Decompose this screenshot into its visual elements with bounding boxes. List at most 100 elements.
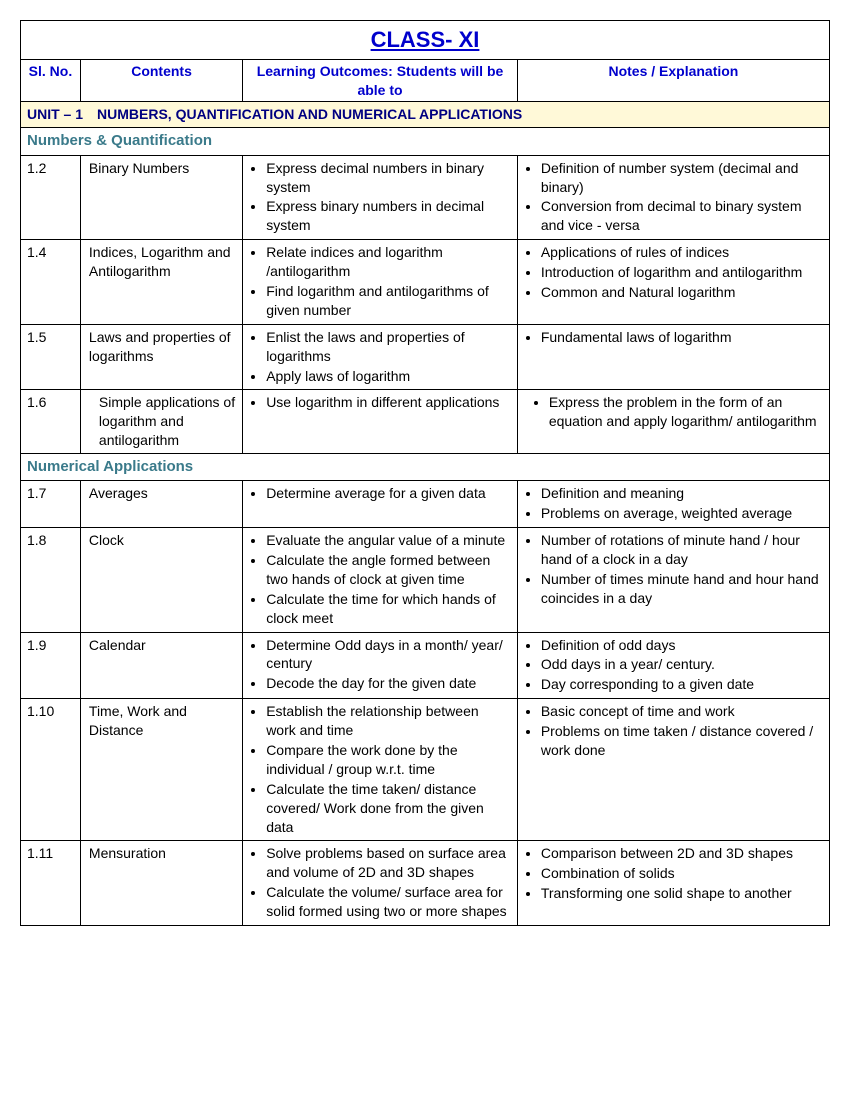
table-row: 1.6Simple applications of logarithm and … [21,390,830,454]
cell-contents: Time, Work and Distance [80,699,242,841]
cell-notes: Applications of rules of indicesIntroduc… [517,240,829,325]
cell-contents: Clock [80,528,242,632]
cell-contents: Mensuration [80,841,242,926]
cell-outcomes: Evaluate the angular value of a minuteCa… [243,528,518,632]
list-item: Apply laws of logarithm [266,367,512,386]
table-row: 1.10Time, Work and DistanceEstablish the… [21,699,830,841]
list-item: Enlist the laws and properties of logari… [266,328,512,366]
list-item: Common and Natural logarithm [541,283,824,302]
list-item: Conversion from decimal to binary system… [541,197,824,235]
table-row: 1.4Indices, Logarithm and Antilogarithm R… [21,240,830,325]
list-item: Relate indices and logarithm /antilogari… [266,243,512,281]
cell-contents: Binary Numbers [80,155,242,240]
header-notes: Notes / Explanation [517,59,829,102]
cell-outcomes: Solve problems based on surface area and… [243,841,518,926]
cell-contents: Averages [80,481,242,528]
bullet-list: Fundamental laws of logarithm [523,328,824,347]
cell-notes: Express the problem in the form of an eq… [517,390,829,454]
section-label: Numbers & Quantification [21,128,830,155]
bullet-list: Comparison between 2D and 3D shapesCombi… [523,844,824,903]
cell-notes: Definition and meaningProblems on averag… [517,481,829,528]
cell-outcomes: Express decimal numbers in binary system… [243,155,518,240]
section-row: Numerical Applications [21,454,830,481]
cell-outcomes: Determine average for a given data [243,481,518,528]
list-item: Solve problems based on surface area and… [266,844,512,882]
cell-sl: 1.4 [21,240,81,325]
list-item: Use logarithm in different applications [266,393,512,412]
bullet-list: Basic concept of time and workProblems o… [523,702,824,760]
cell-sl: 1.5 [21,324,81,390]
list-item: Problems on time taken / distance covere… [541,722,824,760]
unit-row: UNIT – 1 NUMBERS, QUANTIFICATION AND NUM… [21,102,830,128]
section-row: Numbers & Quantification [21,128,830,155]
table-row: 1.5Laws and properties of logarithmsEnli… [21,324,830,390]
bullet-list: Definition of number system (decimal and… [523,159,824,236]
bullet-list: Relate indices and logarithm /antilogari… [248,243,512,320]
table-row: 1.11Mensuration Solve problems based on s… [21,841,830,926]
cell-sl: 1.11 [21,841,81,926]
list-item: Comparison between 2D and 3D shapes [541,844,824,863]
cell-outcomes: Relate indices and logarithm /antilogari… [243,240,518,325]
cell-notes: Definition of odd daysOdd days in a year… [517,632,829,699]
cell-sl: 1.9 [21,632,81,699]
table-row: 1.2Binary NumbersExpress decimal numbers… [21,155,830,240]
table-row: 1.9Calendar Determine Odd days in a month… [21,632,830,699]
cell-sl: 1.7 [21,481,81,528]
header-sl: Sl. No. [21,59,81,102]
bullet-list: Use logarithm in different applications [248,393,512,412]
bullet-list: Evaluate the angular value of a minuteCa… [248,531,512,627]
list-item: Calculate the time taken/ distance cover… [266,780,512,837]
list-item: Fundamental laws of logarithm [541,328,824,347]
cell-sl: 1.10 [21,699,81,841]
list-item: Number of rotations of minute hand / hou… [541,531,824,569]
list-item: Determine average for a given data [266,484,512,503]
list-item: Applications of rules of indices [541,243,824,262]
list-item: Odd days in a year/ century. [541,655,824,674]
cell-contents: Simple applications of logarithm and ant… [80,390,242,454]
list-item: Calculate the angle formed between two h… [266,551,512,589]
syllabus-table: CLASS- XISl. No.ContentsLearning Outcome… [20,20,830,926]
bullet-list: Applications of rules of indicesIntroduc… [523,243,824,302]
bullet-list: Number of rotations of minute hand / hou… [523,531,824,608]
list-item: Combination of solids [541,864,824,883]
list-item: Express binary numbers in decimal system [266,197,512,235]
list-item: Definition and meaning [541,484,824,503]
list-item: Transforming one solid shape to another [541,884,824,903]
bullet-list: Establish the relationship between work … [248,702,512,836]
list-item: Introduction of logarithm and antilogari… [541,263,824,282]
bullet-list: Definition of odd daysOdd days in a year… [523,636,824,695]
bullet-list: Determine Odd days in a month/ year/ cen… [248,636,512,694]
bullet-list: Determine average for a given data [248,484,512,503]
cell-sl: 1.2 [21,155,81,240]
section-label: Numerical Applications [21,454,830,481]
table-row: 1.7Averages Determine average for a given… [21,481,830,528]
unit-label: UNIT – 1 NUMBERS, QUANTIFICATION AND NUM… [21,102,830,128]
bullet-list: Enlist the laws and properties of logari… [248,328,512,386]
cell-contents: Calendar [80,632,242,699]
list-item: Definition of odd days [541,636,824,655]
list-item: Evaluate the angular value of a minute [266,531,512,550]
list-item: Number of times minute hand and hour han… [541,570,824,608]
cell-outcomes: Determine Odd days in a month/ year/ cen… [243,632,518,699]
list-item: Decode the day for the given date [266,674,512,693]
cell-notes: Number of rotations of minute hand / hou… [517,528,829,632]
cell-sl: 1.6 [21,390,81,454]
cell-notes: Fundamental laws of logarithm [517,324,829,390]
list-item: Express decimal numbers in binary system [266,159,512,197]
syllabus-table-container: CLASS- XISl. No.ContentsLearning Outcome… [20,20,830,926]
list-item: Day corresponding to a given date [541,675,824,694]
header-outcomes: Learning Outcomes: Students will be able… [243,59,518,102]
list-item: Determine Odd days in a month/ year/ cen… [266,636,512,674]
list-item: Compare the work done by the individual … [266,741,512,779]
bullet-list: Solve problems based on surface area and… [248,844,512,921]
cell-notes: Comparison between 2D and 3D shapesCombi… [517,841,829,926]
bullet-list: Express the problem in the form of an eq… [523,393,824,431]
table-row: 1.8ClockEvaluate the angular value of a … [21,528,830,632]
cell-contents: Indices, Logarithm and Antilogarithm [80,240,242,325]
cell-outcomes: Enlist the laws and properties of logari… [243,324,518,390]
list-item: Basic concept of time and work [541,702,824,721]
list-item: Calculate the volume/ surface area for s… [266,883,512,921]
bullet-list: Express decimal numbers in binary system… [248,159,512,236]
cell-sl: 1.8 [21,528,81,632]
list-item: Calculate the time for which hands of cl… [266,590,512,628]
